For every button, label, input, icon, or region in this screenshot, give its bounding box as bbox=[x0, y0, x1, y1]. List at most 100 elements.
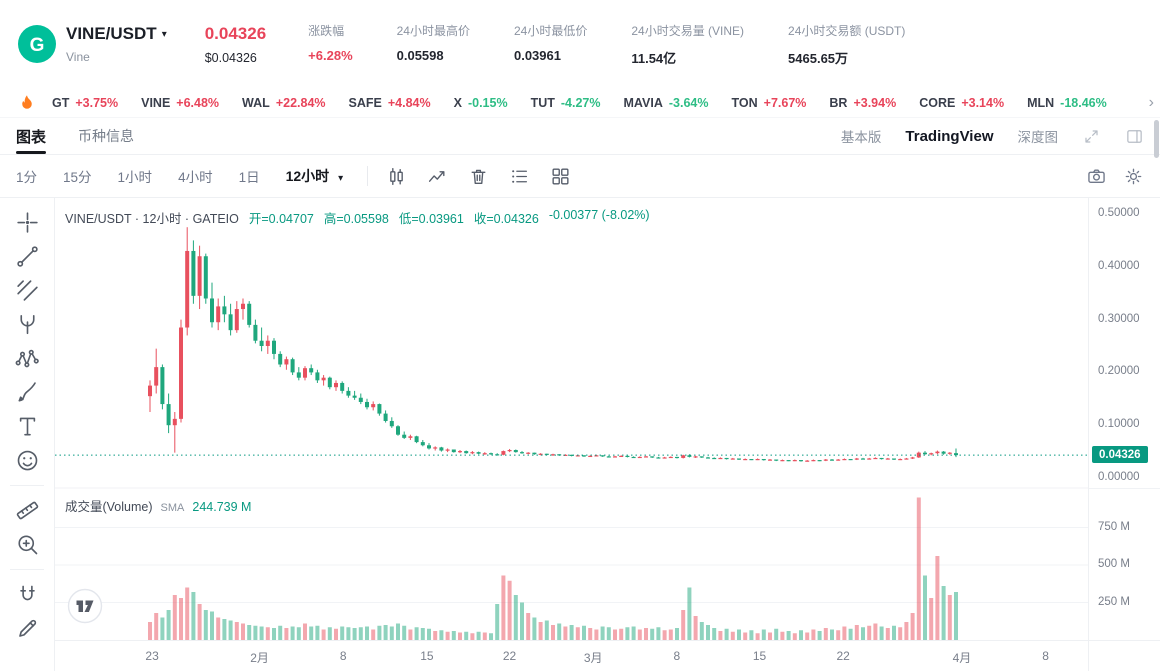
magnet-icon[interactable] bbox=[15, 582, 40, 607]
chart-mode-switcher: 基本版 TradingView 深度图 bbox=[841, 126, 1144, 146]
page-scrollbar[interactable] bbox=[1154, 120, 1159, 158]
mode-basic[interactable]: 基本版 bbox=[840, 130, 882, 145]
last-price-block: 0.04326 $0.04326 bbox=[205, 24, 266, 65]
brush-icon[interactable] bbox=[15, 380, 40, 405]
chart-area: VINE/USDT · 12小时 · GATEIO 开=0.04707 高=0.… bbox=[0, 198, 1160, 671]
interval-button[interactable]: 15分 bbox=[63, 170, 92, 185]
toolbar-divider bbox=[367, 166, 369, 186]
price-tick: 0.20000 bbox=[1098, 365, 1140, 378]
xabcd-pattern-icon[interactable] bbox=[15, 346, 40, 371]
text-icon[interactable] bbox=[15, 414, 40, 439]
hot-ticker-symbol: BR bbox=[829, 95, 848, 110]
pitchfork-icon[interactable] bbox=[15, 312, 40, 337]
time-tick: 4月 bbox=[952, 651, 972, 665]
gear-icon[interactable] bbox=[1123, 166, 1144, 187]
candlestick-chart[interactable] bbox=[55, 198, 1088, 640]
hot-ticker-symbol: MLN bbox=[1027, 95, 1055, 110]
emoji-icon[interactable] bbox=[15, 448, 40, 473]
price-tick: 0.40000 bbox=[1098, 259, 1140, 272]
hot-ticker-item[interactable]: MLN -18.46% bbox=[1027, 96, 1107, 110]
interval-active-12h[interactable]: 12小时 bbox=[286, 166, 344, 186]
flame-icon bbox=[20, 94, 34, 111]
ohlc-high: 高=0.05598 bbox=[323, 212, 389, 226]
pencil-icon[interactable] bbox=[15, 616, 40, 641]
hot-ticker-symbol: TUT bbox=[530, 95, 555, 110]
ruler-icon[interactable] bbox=[15, 498, 40, 523]
time-tick: 22 bbox=[836, 649, 850, 663]
hot-ticker-symbol: X bbox=[453, 95, 462, 110]
crosshair-icon[interactable] bbox=[15, 210, 40, 235]
time-tick: 15 bbox=[752, 649, 767, 663]
hot-ticker-bar: GT +3.75% VINE +6.48% WAL +22.84% SAFE +4.84% X -… bbox=[0, 88, 1160, 118]
hot-ticker-item[interactable]: MAVIA -3.64% bbox=[624, 96, 709, 110]
parallel-channel-icon[interactable] bbox=[15, 278, 40, 303]
time-tick: 8 bbox=[673, 649, 681, 663]
trend-line-icon[interactable] bbox=[15, 244, 40, 269]
volume-indicator-label: 成交量(Volume) SMA 244.739 M bbox=[65, 496, 251, 515]
pair-title: VINE/USDT bbox=[66, 24, 157, 43]
candle-style-icon[interactable] bbox=[386, 166, 407, 187]
hot-ticker-item[interactable]: X -0.15% bbox=[454, 96, 508, 110]
time-tick: 3月 bbox=[583, 651, 603, 665]
zoom-in-icon[interactable] bbox=[15, 532, 40, 557]
stat-item: 24小时最高价 0.05598 bbox=[397, 22, 470, 67]
hot-ticker-change: +6.48% bbox=[176, 95, 220, 110]
drawing-toolbar bbox=[0, 198, 55, 671]
time-tick: 15 bbox=[420, 649, 434, 663]
time-tick: 22 bbox=[502, 649, 517, 663]
ohlc-close: 收=0.04326 bbox=[473, 212, 539, 226]
popout-icon[interactable] bbox=[1125, 127, 1144, 146]
pair-subtitle: Vine bbox=[66, 50, 90, 64]
chart-toolbar: 1分 15分 1小时 4小时 1日 12小时 bbox=[0, 155, 1160, 198]
time-tick: 8 bbox=[1042, 649, 1049, 663]
tab-chart[interactable]: 图表 bbox=[16, 118, 47, 154]
chart-plot[interactable]: VINE/USDT · 12小时 · GATEIO 开=0.04707 高=0.… bbox=[55, 198, 1088, 671]
last-price: 0.04326 bbox=[204, 23, 267, 43]
hot-ticker-item[interactable]: WAL +22.84% bbox=[242, 96, 325, 110]
volume-tick: 250 M bbox=[1098, 595, 1130, 608]
hot-ticker-item[interactable]: TON +7.67% bbox=[731, 96, 806, 110]
list-icon[interactable] bbox=[509, 166, 530, 187]
mode-tradingview[interactable]: TradingView bbox=[905, 127, 994, 145]
mode-depth[interactable]: 深度图 bbox=[1017, 130, 1059, 145]
interval-button[interactable]: 1日 bbox=[238, 170, 260, 185]
time-axis[interactable]: 23 2月 8 15 22 3月 8 15 22 4月 8 bbox=[55, 640, 1088, 671]
hot-ticker-item[interactable]: VINE +6.48% bbox=[141, 96, 219, 110]
hot-ticker-item[interactable]: BR +3.94% bbox=[829, 96, 896, 110]
tab-coin-info[interactable]: 币种信息 bbox=[78, 128, 135, 144]
toolbar-divider bbox=[10, 485, 44, 486]
interval-button[interactable]: 1小时 bbox=[117, 170, 153, 185]
ohlc-info-line: VINE/USDT · 12小时 · GATEIO 开=0.04707 高=0.… bbox=[65, 208, 650, 227]
stat-value: +6.28% bbox=[308, 47, 353, 63]
interval-button[interactable]: 1分 bbox=[16, 170, 38, 185]
trash-icon[interactable] bbox=[468, 166, 489, 187]
hot-ticker-item[interactable]: TUT -4.27% bbox=[531, 96, 601, 110]
stat-item: 24小时最低价 0.03961 bbox=[514, 22, 587, 67]
hot-ticker-item[interactable]: CORE +3.14% bbox=[919, 96, 1004, 110]
stat-item: 涨跌幅 +6.28% bbox=[308, 22, 352, 67]
price-axis[interactable]: 0.04326 0.50000 0.40000 0.30000 0.20000 0.10… bbox=[1088, 198, 1160, 671]
interval-button[interactable]: 4小时 bbox=[178, 170, 213, 185]
pair-selector[interactable]: VINE/USDT Vine bbox=[66, 24, 167, 64]
price-tick: 0.00000 bbox=[1098, 471, 1140, 483]
ohlc-low: 低=0.03961 bbox=[398, 212, 464, 226]
fullscreen-icon[interactable] bbox=[1082, 127, 1101, 146]
stat-label: 涨跌幅 bbox=[308, 23, 345, 38]
camera-icon[interactable] bbox=[1086, 166, 1107, 187]
chevron-right-icon[interactable] bbox=[1149, 94, 1154, 112]
hot-ticker-symbol: GT bbox=[52, 95, 70, 110]
stat-item: 24小时交易量 (VINE) 11.54亿 bbox=[631, 22, 744, 67]
hot-ticker-item[interactable]: GT +3.75% bbox=[52, 96, 118, 110]
grid-layout-icon[interactable] bbox=[550, 166, 571, 187]
hot-ticker-list: GT +3.75% VINE +6.48% WAL +22.84% SAFE +4.84% X -… bbox=[52, 96, 1131, 110]
volume-title: 成交量(Volume) bbox=[65, 500, 153, 514]
axis-bottom-line bbox=[1089, 640, 1160, 641]
hot-ticker-symbol: SAFE bbox=[348, 95, 382, 110]
hot-ticker-item[interactable]: SAFE +4.84% bbox=[349, 96, 431, 110]
stat-value: 5465.65万 bbox=[788, 50, 849, 66]
price-tick: 0.10000 bbox=[1098, 418, 1140, 431]
ohlc-open: 开=0.04707 bbox=[248, 212, 314, 226]
indicators-icon[interactable] bbox=[427, 166, 448, 187]
view-tabbar: 图表 币种信息 基本版 TradingView 深度图 bbox=[0, 118, 1160, 155]
hot-ticker-symbol: WAL bbox=[242, 95, 270, 110]
